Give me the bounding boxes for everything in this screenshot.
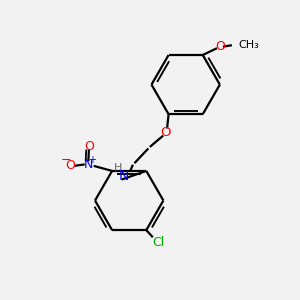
- Text: −: −: [61, 154, 72, 167]
- Text: H: H: [114, 163, 122, 173]
- Text: CH₃: CH₃: [238, 40, 259, 50]
- Text: O: O: [160, 125, 171, 139]
- Text: N: N: [84, 158, 93, 171]
- Text: Cl: Cl: [152, 236, 164, 249]
- Text: N: N: [119, 169, 129, 183]
- Text: O: O: [215, 40, 225, 53]
- Text: O: O: [66, 159, 75, 172]
- Text: O: O: [84, 140, 94, 153]
- Text: +: +: [88, 154, 97, 165]
